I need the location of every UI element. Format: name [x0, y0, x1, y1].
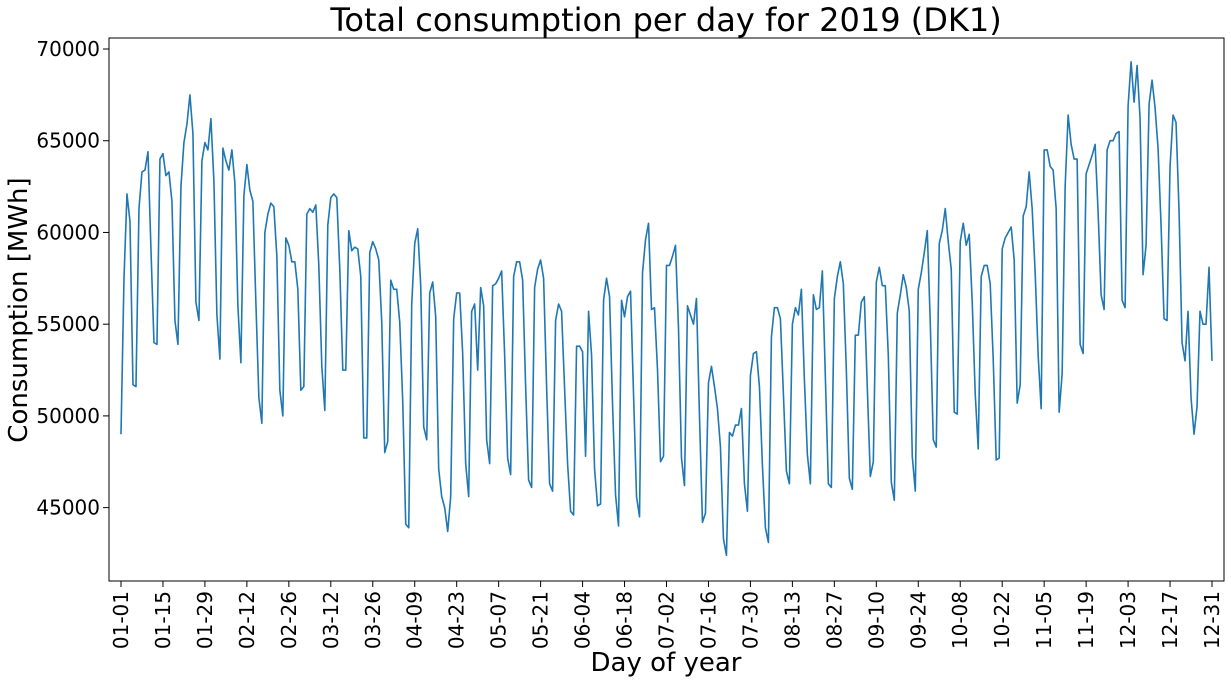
x-axis-title: Day of year — [591, 648, 742, 678]
x-tick-label: 07-16 — [696, 591, 720, 649]
x-tick-label: 10-08 — [948, 591, 972, 649]
x-axis: 01-01 01-15 01-29 02-12 02-26 03-12 03-26 04-09… — [109, 581, 1224, 649]
y-tick-label: 60000 — [36, 220, 100, 244]
x-tick-label: 11-19 — [1074, 591, 1098, 649]
x-tick-label: 07-02 — [655, 591, 679, 649]
x-tick-label: 09-10 — [864, 591, 888, 649]
y-tick-label: 55000 — [36, 312, 100, 336]
x-tick-label: 12-03 — [1116, 591, 1140, 649]
y-axis: 45000 50000 55000 60000 65000 70000 — [36, 37, 109, 520]
x-tick-label: 02-12 — [235, 591, 259, 649]
x-tick-label: 07-30 — [738, 591, 762, 649]
y-tick-label: 65000 — [36, 129, 100, 153]
x-tick-label: 08-13 — [780, 591, 804, 649]
y-axis-title: Consumption [MWh] — [4, 177, 34, 442]
x-tick-label: 02-26 — [277, 591, 301, 649]
x-tick-label: 04-09 — [403, 591, 427, 649]
x-tick-label: 03-26 — [361, 591, 385, 649]
x-tick-label: 01-01 — [109, 591, 133, 649]
x-tick-label: 09-24 — [906, 591, 930, 649]
y-tick-label: 50000 — [36, 404, 100, 428]
x-tick-label: 06-18 — [613, 591, 637, 649]
x-tick-label: 06-04 — [571, 591, 595, 649]
series-line — [120, 61, 1213, 557]
x-tick-label: 08-27 — [822, 591, 846, 649]
x-tick-label: 12-17 — [1158, 591, 1182, 649]
y-tick-label: 70000 — [36, 37, 100, 61]
x-tick-label: 01-15 — [151, 591, 175, 649]
chart-title: Total consumption per day for 2019 (DK1) — [329, 1, 1001, 39]
x-tick-label: 12-31 — [1200, 591, 1224, 649]
x-tick-label: 04-23 — [445, 591, 469, 649]
x-tick-label: 03-12 — [319, 591, 343, 649]
x-tick-label: 05-07 — [487, 591, 511, 649]
x-tick-label: 01-29 — [193, 591, 217, 649]
x-tick-label: 10-22 — [990, 591, 1014, 649]
x-tick-label: 11-05 — [1032, 591, 1056, 649]
y-tick-label: 45000 — [36, 496, 100, 520]
x-tick-label: 05-21 — [529, 591, 553, 649]
